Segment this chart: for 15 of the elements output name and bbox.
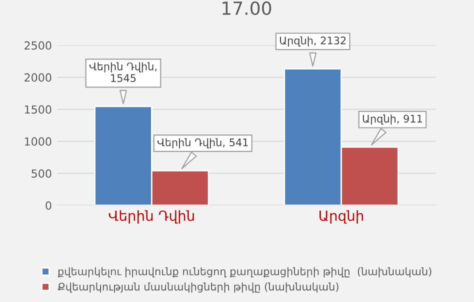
- chart-title: 17.00: [222, 1, 272, 15]
- x-tick-label: Արզնի: [320, 210, 364, 224]
- y-tick-label: 1000: [24, 137, 52, 146]
- legend-label: Քվեարկության մասնակիցների թիվը (նախնական): [58, 282, 338, 293]
- y-tick-label: 2500: [24, 41, 52, 50]
- x-tick-label: Վերին Դվին: [108, 210, 194, 224]
- y-tick-label: 1500: [24, 105, 52, 114]
- data-label: Արզնի, 2132: [280, 36, 346, 46]
- data-label: Վերին Դվին, 1545: [89, 62, 156, 82]
- data-label: Արզնի, 911: [362, 114, 422, 125]
- data-label: Վերին Դվին, 541: [158, 138, 248, 148]
- y-tick-label: 2000: [24, 73, 52, 82]
- y-tick-label: 0: [46, 201, 52, 210]
- legend-label: քվեարկելու իրավունք ունեցող քաղաքացիների թիվը (նախնական): [58, 267, 432, 278]
- y-tick-label: 500: [32, 169, 52, 178]
